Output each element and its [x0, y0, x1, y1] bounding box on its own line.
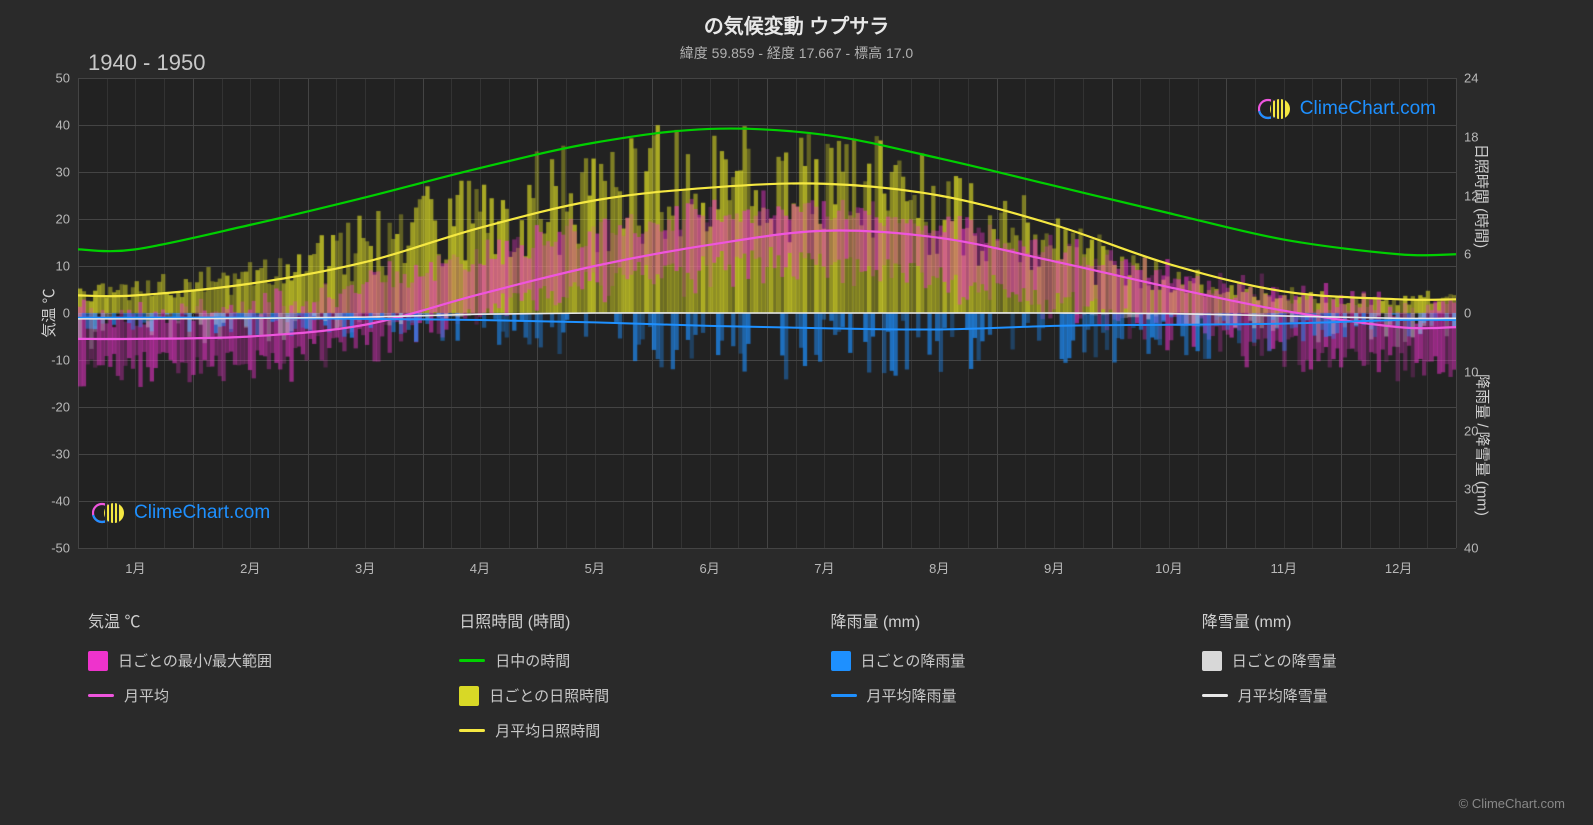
period-label: 1940 - 1950	[88, 50, 205, 76]
legend-label: 日ごとの降雨量	[861, 650, 966, 671]
legend-col-sunshine: 日照時間 (時間) 日中の時間日ごとの日照時間月平均日照時間	[459, 608, 790, 741]
legend-swatch-box	[459, 686, 479, 706]
legend-col-snow: 降雪量 (mm) 日ごとの降雪量月平均降雪量	[1202, 608, 1533, 741]
legend-head: 降雪量 (mm)	[1202, 608, 1533, 632]
y-right-top-axis-title: 日照時間 (時間)	[1471, 143, 1492, 247]
legend-swatch-line	[88, 694, 114, 697]
line-sunshine-avg	[78, 183, 1456, 299]
chart-title: の気候変動 ウプサラ	[0, 0, 1593, 39]
logo-text: ClimeChart.com	[134, 502, 270, 524]
x-tick-label: 11月	[1271, 558, 1298, 577]
x-tick-label: 1月	[125, 558, 145, 577]
legend-label: 月平均	[124, 685, 169, 706]
y-right-bot-axis-title: 降雨量 / 降雪量 (mm)	[1473, 374, 1494, 516]
y-left-tick-label: -20	[30, 400, 70, 415]
copyright: © ClimeChart.com	[1459, 796, 1565, 811]
legend-label: 月平均日照時間	[495, 720, 600, 741]
legend-item: 日ごとの降雪量	[1202, 650, 1533, 671]
legend-swatch-line	[459, 729, 485, 732]
legend-head: 日照時間 (時間)	[459, 608, 790, 632]
x-tick-label: 9月	[1044, 558, 1064, 577]
x-tick-label: 3月	[355, 558, 375, 577]
legend-label: 日中の時間	[495, 650, 570, 671]
y-right-bot-tick-label: 40	[1464, 541, 1504, 556]
line-rain-avg	[78, 318, 1456, 330]
legend-item: 月平均降雪量	[1202, 685, 1533, 706]
legend-items: 日ごとの最小/最大範囲月平均	[88, 650, 419, 706]
legend-head: 降雨量 (mm)	[831, 608, 1162, 632]
line-series-svg	[78, 78, 1456, 548]
legend-label: 月平均降雨量	[867, 685, 957, 706]
x-tick-label: 8月	[929, 558, 949, 577]
y-left-tick-label: -50	[30, 541, 70, 556]
y-left-tick-label: 50	[30, 71, 70, 86]
legend-swatch-line	[459, 659, 485, 662]
x-tick-label: 7月	[814, 558, 834, 577]
legend-item: 日ごとの日照時間	[459, 685, 790, 706]
legend-swatch-box	[88, 651, 108, 671]
x-tick-label: 12月	[1385, 558, 1412, 577]
chart-subtitle: 緯度 59.859 - 経度 17.667 - 標高 17.0	[0, 43, 1593, 63]
legend-label: 日ごとの降雪量	[1232, 650, 1337, 671]
logo-text: ClimeChart.com	[1300, 98, 1436, 120]
logo-bottom-left: ClimeChart.com	[92, 498, 270, 528]
y-left-tick-label: 40	[30, 118, 70, 133]
legend-item: 日ごとの降雨量	[831, 650, 1162, 671]
y-left-tick-label: 30	[30, 165, 70, 180]
legend-item: 月平均降雨量	[831, 685, 1162, 706]
chart-area: 50403020100-10-20-30-40-50 2418126010203…	[78, 78, 1456, 548]
legend-swatch-box	[831, 651, 851, 671]
legend-label: 月平均降雪量	[1238, 685, 1328, 706]
legend-swatch-line	[831, 694, 857, 697]
y-right-top-tick-label: 0	[1464, 306, 1504, 321]
legend-items: 日ごとの降雨量月平均降雨量	[831, 650, 1162, 706]
legend-item: 日中の時間	[459, 650, 790, 671]
logo-top-right: ClimeChart.com	[1258, 94, 1436, 124]
legend: 気温 ℃ 日ごとの最小/最大範囲月平均 日照時間 (時間) 日中の時間日ごとの日…	[88, 608, 1533, 741]
legend-col-temp: 気温 ℃ 日ごとの最小/最大範囲月平均	[88, 608, 419, 741]
legend-item: 月平均	[88, 685, 419, 706]
climechart-logo-icon	[92, 498, 126, 528]
line-snow-avg	[78, 313, 1456, 319]
legend-label: 日ごとの最小/最大範囲	[118, 650, 272, 671]
y-right-top-tick-label: 18	[1464, 129, 1504, 144]
legend-items: 日中の時間日ごとの日照時間月平均日照時間	[459, 650, 790, 741]
climechart-logo-icon	[1258, 94, 1292, 124]
legend-swatch-box	[1202, 651, 1222, 671]
legend-swatch-line	[1202, 694, 1228, 697]
y-left-axis-title: 気温 ℃	[38, 288, 59, 337]
y-right-top-tick-label: 6	[1464, 247, 1504, 262]
y-left-tick-label: -40	[30, 494, 70, 509]
legend-item: 日ごとの最小/最大範囲	[88, 650, 419, 671]
y-right-top-tick-label: 24	[1464, 71, 1504, 86]
legend-head: 気温 ℃	[88, 608, 419, 632]
x-tick-label: 6月	[699, 558, 719, 577]
x-tick-label: 10月	[1155, 558, 1182, 577]
x-tick-label: 5月	[585, 558, 605, 577]
x-tick-label: 4月	[470, 558, 490, 577]
legend-item: 月平均日照時間	[459, 720, 790, 741]
legend-col-rain: 降雨量 (mm) 日ごとの降雨量月平均降雨量	[831, 608, 1162, 741]
y-left-tick-label: -30	[30, 447, 70, 462]
y-left-tick-label: -10	[30, 353, 70, 368]
legend-items: 日ごとの降雪量月平均降雪量	[1202, 650, 1533, 706]
y-left-tick-label: 10	[30, 259, 70, 274]
legend-label: 日ごとの日照時間	[489, 685, 609, 706]
x-tick-label: 2月	[240, 558, 260, 577]
y-left-tick-label: 20	[30, 212, 70, 227]
